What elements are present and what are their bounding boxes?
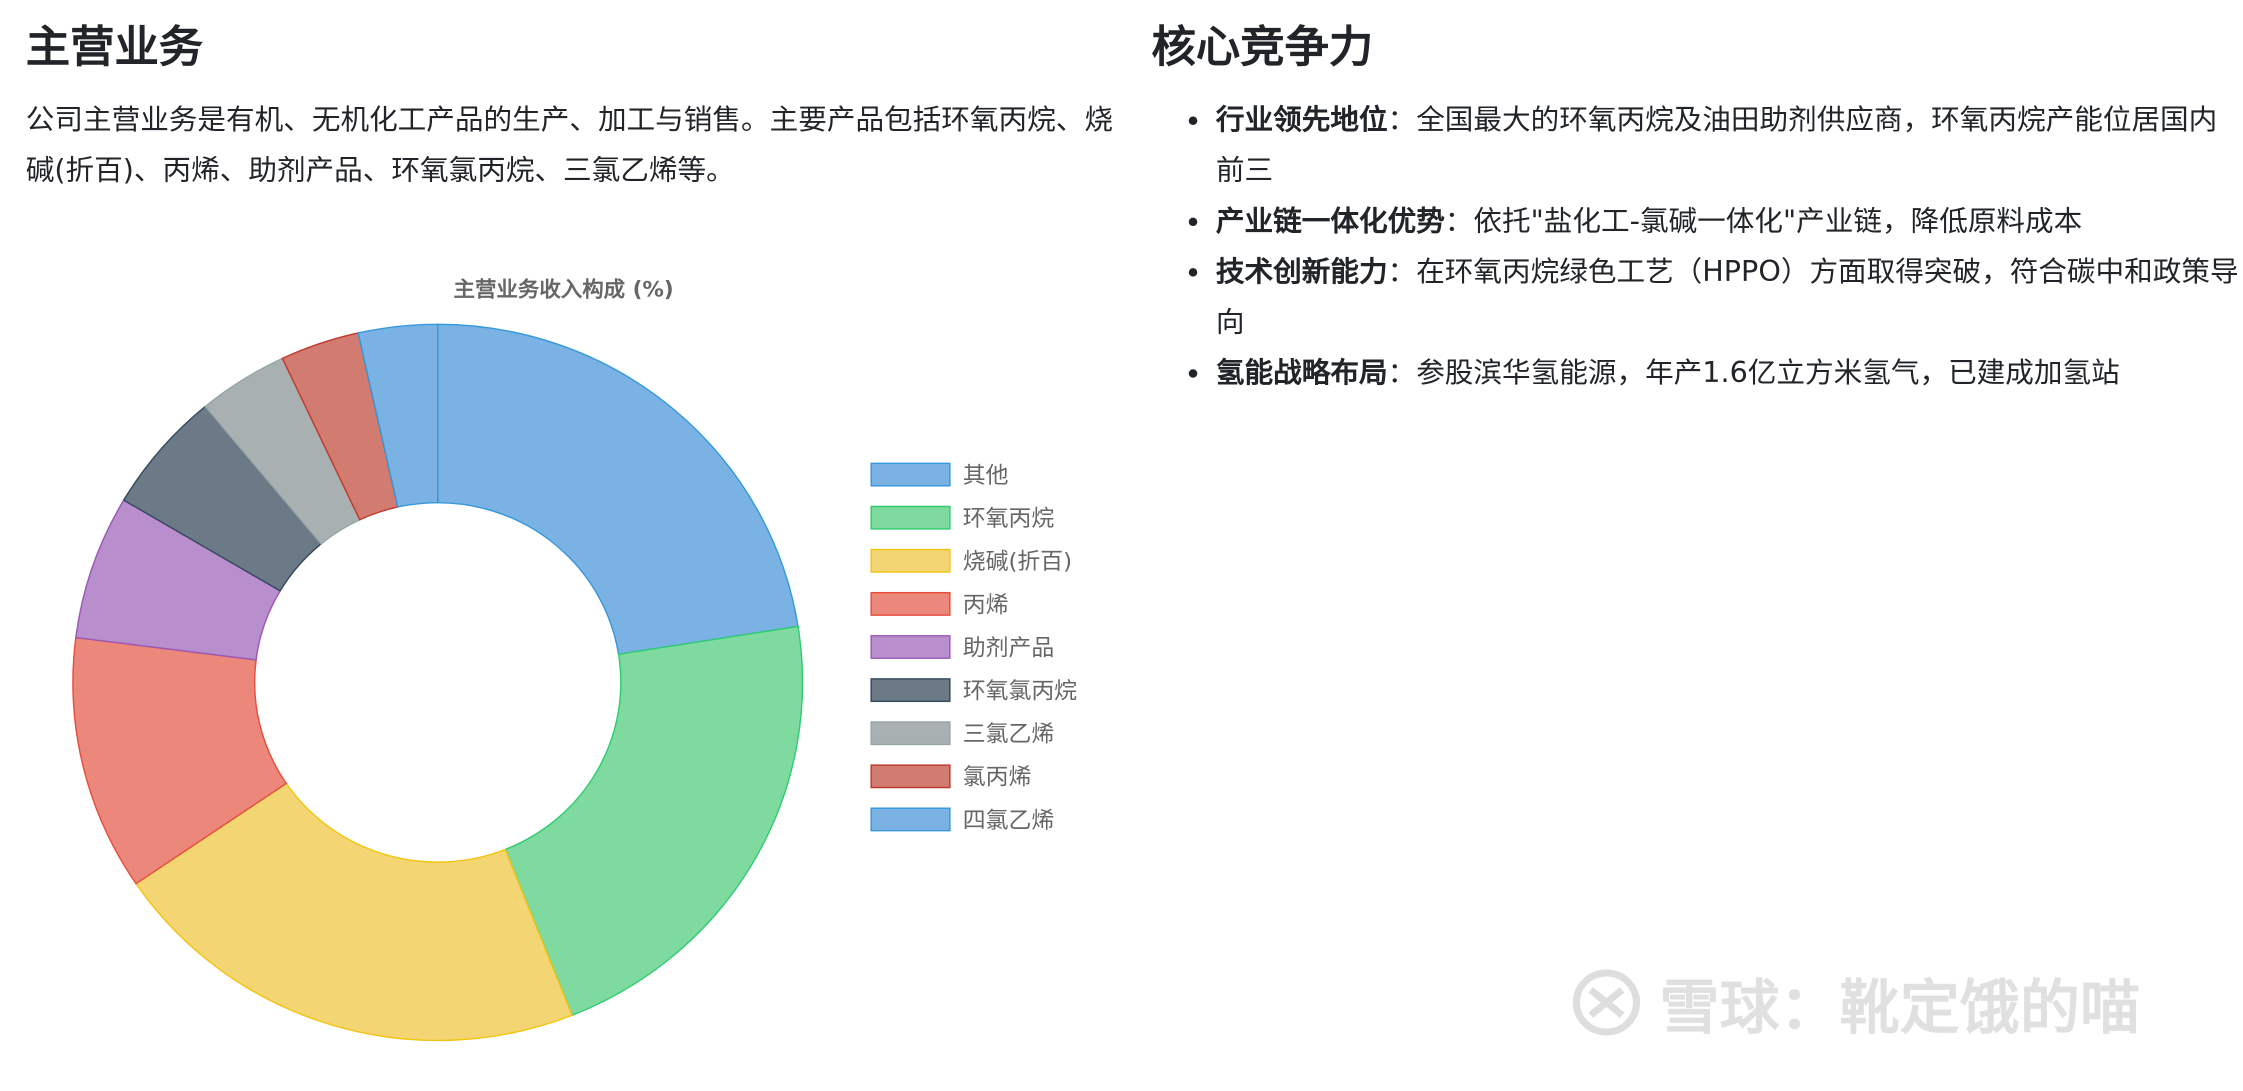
legend-swatch[interactable] <box>870 548 951 573</box>
core-competitiveness-title: 核心竞争力 <box>1151 22 1374 74</box>
watermark-text: 雪球：靴定饿的喵 <box>1659 972 2141 1042</box>
competitiveness-item-text: 在环氧丙烷绿色工艺（HPPO）方面取得突破，符合碳中和政策导向 <box>1215 254 2239 339</box>
chart-slice[interactable] <box>504 625 804 1017</box>
legend-label[interactable]: 氯丙烯 <box>963 765 1032 791</box>
legend-swatch[interactable] <box>870 462 951 487</box>
chart-slice[interactable] <box>135 782 573 1042</box>
legend-swatch[interactable] <box>870 807 951 832</box>
legend-label[interactable]: 烧碱(折百) <box>963 549 1072 575</box>
competitiveness-item-label: 行业领先地位 <box>1215 102 1388 137</box>
legend-label[interactable]: 环氧丙烷 <box>963 506 1054 532</box>
competitiveness-item-separator: ： <box>1444 203 1474 238</box>
legend-swatch[interactable] <box>870 678 951 703</box>
competitiveness-item-separator: ： <box>1387 254 1417 288</box>
competitiveness-item-label: 氢能战略布局 <box>1215 355 1388 389</box>
legend-swatch[interactable] <box>870 635 951 659</box>
competitiveness-item: 行业领先地位：全国最大的环氧丙烷及油田助剂供应商，环氧丙烷产能位居国内前三 <box>1216 94 2239 195</box>
legend-label[interactable]: 四氯乙烯 <box>963 808 1054 834</box>
competitiveness-item-text: 依托"盐化工-氯碱一体化"产业链，降低原料成本 <box>1473 203 2083 238</box>
competitiveness-item-label: 技术创新能力 <box>1215 254 1388 288</box>
competitiveness-item: 产业链一体化优势：依托"盐化工-氯碱一体化"产业链，降低原料成本 <box>1216 195 2239 246</box>
main-business-title: 主营业务 <box>25 22 204 74</box>
chart-slice[interactable] <box>72 636 288 885</box>
watermark: 雪球：靴定饿的喵 <box>1571 963 2140 1042</box>
xueqiu-logo-icon <box>1572 969 1641 1036</box>
legend-label[interactable]: 环氧氯丙烷 <box>963 679 1077 705</box>
legend-label[interactable]: 三氯乙烯 <box>963 722 1054 748</box>
competitiveness-item-separator: ： <box>1387 355 1417 389</box>
competitiveness-item-separator: ： <box>1387 102 1417 137</box>
legend-label[interactable]: 其他 <box>963 463 1009 489</box>
chart-slice[interactable] <box>437 323 799 656</box>
competitiveness-item-text: 参股滨华氢能源，年产1.6亿立方米氢气，已建成加氢站 <box>1416 355 2120 389</box>
competitiveness-item-text: 全国最大的环氧丙烷及油田助剂供应商，环氧丙烷产能位居国内前三 <box>1215 102 2218 187</box>
competitiveness-list: 行业领先地位：全国最大的环氧丙烷及油田助剂供应商，环氧丙烷产能位居国内前三 产业… <box>1152 94 2239 397</box>
chart-slice[interactable] <box>357 323 439 508</box>
competitiveness-item: 技术创新能力：在环氧丙烷绿色工艺（HPPO）方面取得突破，符合碳中和政策导向 <box>1216 246 2239 347</box>
main-business-intro: 公司主营业务是有机、无机化工产品的生产、加工与销售。主要产品包括环氧丙烷、烧碱(… <box>25 102 1113 187</box>
chart-slices <box>72 323 804 1042</box>
legend-swatch[interactable] <box>870 721 951 746</box>
legend-swatch[interactable] <box>870 505 951 530</box>
competitiveness-item-label: 产业链一体化优势 <box>1215 203 1445 238</box>
legend-swatch[interactable] <box>870 591 951 616</box>
legend-label[interactable]: 丙烯 <box>963 593 1009 619</box>
chart-title: 主营业务收入构成 (%) <box>454 276 674 302</box>
competitiveness-item: 氢能战略布局：参股滨华氢能源，年产1.6亿立方米氢气，已建成加氢站 <box>1216 347 2239 398</box>
legend-swatch[interactable] <box>870 764 951 789</box>
legend-label[interactable]: 助剂产品 <box>963 636 1054 662</box>
